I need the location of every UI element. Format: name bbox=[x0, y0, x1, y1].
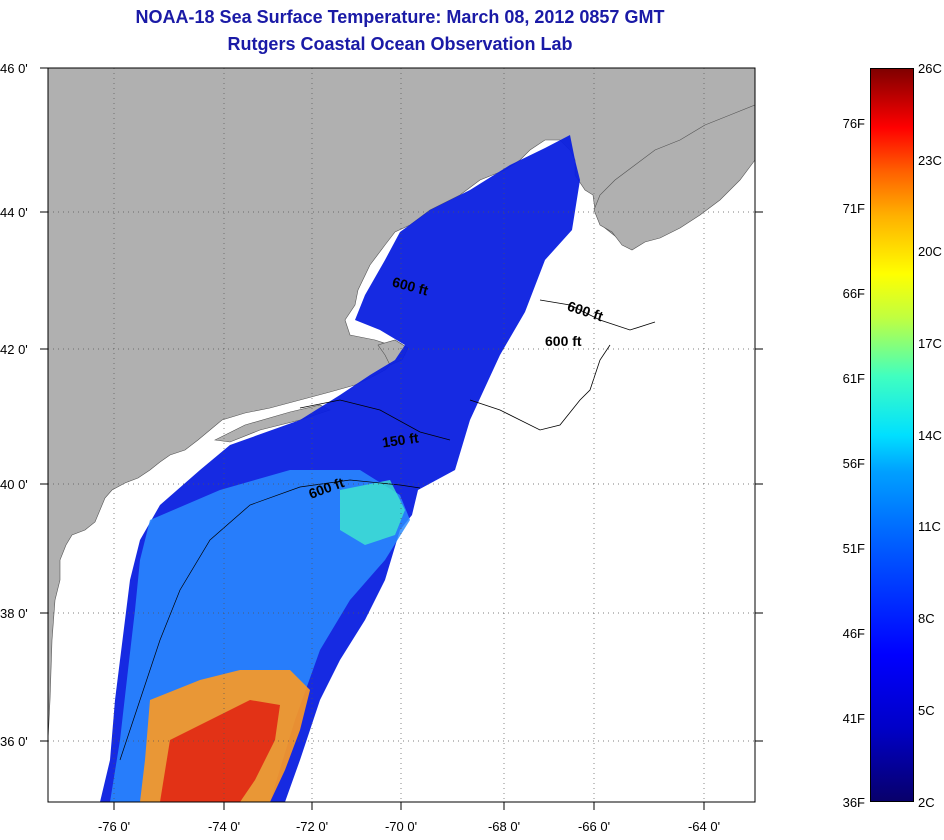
isobath-150ft bbox=[299, 399, 451, 441]
colorbar-label-76f: 76F bbox=[842, 116, 865, 131]
contour-label-600ft-georges: 600 ft bbox=[545, 333, 582, 349]
colorbar-label-26c: 26C bbox=[918, 61, 942, 76]
lat-label-42: 42 0' bbox=[0, 342, 28, 357]
lon-label-76: -76 0' bbox=[97, 819, 131, 834]
colorbar-label-41f: 41F bbox=[842, 711, 865, 726]
temperature-colorbar bbox=[870, 68, 914, 802]
colorbar-label-2c: 2C bbox=[918, 795, 935, 810]
axis-ticks bbox=[40, 67, 763, 810]
colorbar-label-5c: 5C bbox=[918, 703, 935, 718]
lon-label-68: -68 0' bbox=[487, 819, 521, 834]
colorbar-label-11c: 11C bbox=[918, 519, 941, 534]
lon-label-64: -64 0' bbox=[687, 819, 721, 834]
lat-label-36: 36 0' bbox=[0, 734, 28, 749]
lon-label-74: -74 0' bbox=[207, 819, 241, 834]
sst-gulf-stream-core bbox=[160, 700, 280, 802]
isobath-600ft bbox=[469, 299, 656, 431]
isobath-shelf bbox=[119, 479, 421, 761]
lat-label-38: 38 0' bbox=[0, 606, 28, 621]
colorbar-label-56f: 56F bbox=[842, 456, 865, 471]
colorbar-label-66f: 66F bbox=[842, 286, 865, 301]
colorbar-label-17c: 17C bbox=[918, 336, 942, 351]
lon-label-72: -72 0' bbox=[295, 819, 329, 834]
lat-label-44: 44 0' bbox=[0, 205, 28, 220]
colorbar-label-71f: 71F bbox=[842, 201, 865, 216]
lat-label-46: 46 0' bbox=[0, 61, 28, 76]
colorbar-label-8c: 8C bbox=[918, 611, 935, 626]
map-subtitle: Rutgers Coastal Ocean Observation Lab bbox=[227, 34, 573, 54]
colorbar-label-61f: 61F bbox=[842, 371, 865, 386]
colorbar-label-36f: 36F bbox=[842, 795, 865, 810]
colorbar-label-51f: 51F bbox=[842, 541, 865, 556]
colorbar-label-14c: 14C bbox=[918, 428, 942, 443]
land-nova-scotia bbox=[593, 104, 756, 251]
colorbar-label-46f: 46F bbox=[842, 626, 865, 641]
lon-label-70: -70 0' bbox=[384, 819, 418, 834]
colorbar-label-23c: 23C bbox=[918, 153, 942, 168]
lat-label-40: 40 0' bbox=[0, 477, 28, 492]
lon-label-66: -66 0' bbox=[577, 819, 611, 834]
sst-slope-water bbox=[340, 480, 405, 545]
map-title: NOAA-18 Sea Surface Temperature: March 0… bbox=[135, 7, 665, 27]
colorbar-label-20c: 20C bbox=[918, 244, 942, 259]
